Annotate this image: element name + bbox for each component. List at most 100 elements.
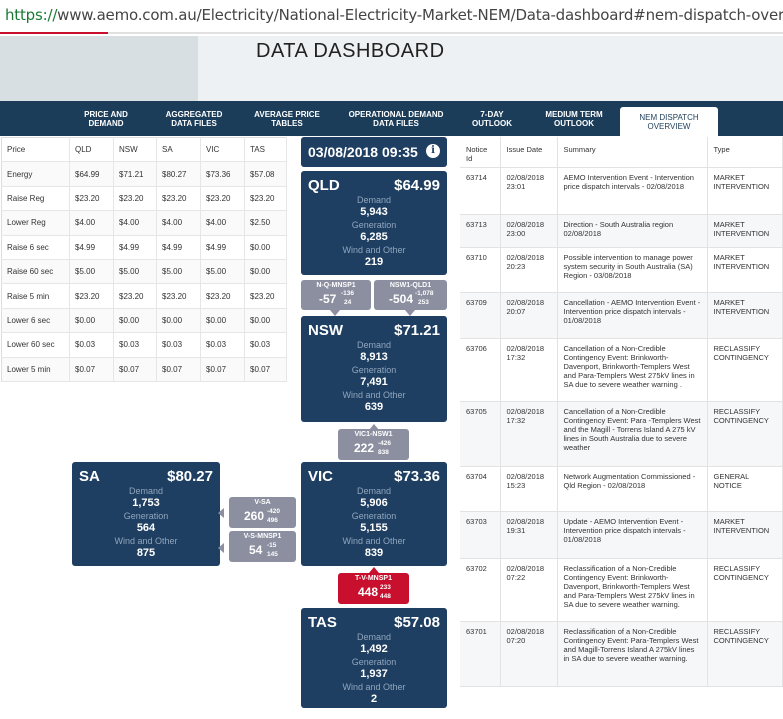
table-row: Lower 5 min $0.07 $0.07 $0.07 $0.07 $0.07	[1, 357, 287, 382]
interconnector-limit-upper: -1,078	[415, 290, 434, 297]
cell: $4.00	[156, 210, 201, 236]
interconnector-name: V-S-MNSP1	[243, 533, 282, 540]
region-name: NSW	[308, 322, 343, 339]
cell: $23.20	[113, 283, 157, 309]
region-stats: Demand 1,492 Generation 1,937 Wind and O…	[301, 632, 447, 707]
notice-id: 63702	[460, 558, 501, 622]
cell: $4.00	[69, 210, 114, 236]
notice-row[interactable]: 63706 02/08/2018 17:32 Cancellation of a N…	[460, 338, 783, 402]
interconnector-flow: -504	[389, 292, 414, 306]
notice-type: GENERAL NOTICE	[707, 466, 783, 512]
interconnector-nsw1-qld1[interactable]: NSW1-QLD1 -504 -1,078 253	[374, 280, 447, 310]
region-nsw[interactable]: NSW $71.21 Demand 8,913 Generation 7,491…	[301, 316, 447, 422]
dispatch-datetime: 03/08/2018 09:35 i	[301, 137, 447, 167]
tab-7-day-outlook[interactable]: 7-DAY OUTLOOK	[472, 109, 512, 128]
info-icon[interactable]: i	[426, 144, 440, 158]
demand-label: Demand	[356, 195, 392, 205]
notice-summary[interactable]: Direction - South Australia region 02/08…	[557, 214, 708, 248]
region-stats: Demand 1,753 Generation 564 Wind and Oth…	[72, 486, 220, 561]
wind-label: Wind and Other	[114, 536, 178, 546]
interconnector-limit-lower: 496	[267, 517, 278, 524]
region-tas[interactable]: TAS $57.08 Demand 1,492 Generation 1,937…	[301, 608, 447, 708]
tab-medium-term-outlook[interactable]: MEDIUM TERM OUTLOOK	[545, 109, 603, 128]
notice-summary[interactable]: Update - AEMO Intervention Event - Inter…	[557, 511, 708, 559]
cell: $0.03	[200, 332, 245, 358]
cell: $23.20	[156, 186, 201, 212]
generation-value: 6,285	[360, 231, 388, 243]
price-table: Price QLD NSW SA VIC TAS Energy $64.99 $71…	[1, 137, 287, 382]
flow-arrow-down-icon	[330, 310, 340, 316]
interconnector-t-v-mnsp1[interactable]: T-V-MNSP1 448 233 448	[338, 573, 409, 604]
notice-row[interactable]: 63702 02/08/2018 07:22 Reclassification of…	[460, 558, 783, 622]
tab-operational-demand-data-files[interactable]: OPERATIONAL DEMAND DATA FILES	[348, 109, 444, 128]
notice-summary[interactable]: Network Augmentation Commissioned - Qld …	[557, 466, 708, 512]
region-name: SA	[79, 468, 100, 485]
notices-header: Notice Id Issue Date Summary Type	[460, 137, 783, 168]
cell: $64.99	[69, 161, 114, 187]
region-sa[interactable]: SA $80.27 Demand 1,753 Generation 564 Wi…	[72, 462, 220, 566]
cell: $4.99	[69, 235, 114, 260]
notice-row[interactable]: 63714 02/08/2018 23:01 AEMO Intervention E…	[460, 167, 783, 215]
row-label: Raise 6 sec	[1, 235, 70, 260]
tab-nem-dispatch-overview[interactable]: NEM DISPATCH OVERVIEW	[620, 107, 718, 136]
notice-type: RECLASSIFY CONTINGENCY	[707, 338, 783, 402]
demand-label: Demand	[356, 632, 392, 642]
notice-summary[interactable]: Cancellation of a Non-Credible Contingen…	[557, 401, 708, 467]
cell: $4.00	[113, 210, 157, 236]
interconnector-limit-lower: 253	[418, 299, 429, 306]
header-summary: Summary	[557, 137, 708, 168]
address-bar[interactable]: https://www.aemo.com.au/Electricity/Nati…	[0, 0, 783, 34]
notice-date: 02/08/2018 17:32	[500, 401, 558, 467]
tab-average-price-tables[interactable]: AVERAGE PRICE TABLES	[254, 109, 320, 128]
notice-row[interactable]: 63704 02/08/2018 15:23 Network Augmentatio…	[460, 466, 783, 512]
notice-row[interactable]: 63705 02/08/2018 17:32 Cancellation of a N…	[460, 401, 783, 467]
notice-summary[interactable]: Cancellation - AEMO Intervention Event -…	[557, 292, 708, 339]
region-vic[interactable]: VIC $73.36 Demand 5,906 Generation 5,155…	[301, 462, 447, 566]
interconnector-flow: 54	[249, 543, 263, 557]
cell: $23.20	[244, 283, 287, 309]
region-stats: Demand 8,913 Generation 7,491 Wind and O…	[301, 340, 447, 415]
notice-row[interactable]: 63710 02/08/2018 20:23 Possible interventi…	[460, 247, 783, 293]
interconnector-limit-upper: -426	[378, 440, 392, 447]
notice-id: 63704	[460, 466, 501, 512]
notice-summary[interactable]: Reclassification of a Non-Credible Conti…	[557, 621, 708, 687]
region-price: $64.99	[394, 177, 440, 194]
notice-summary[interactable]: AEMO Intervention Event - Intervention p…	[557, 167, 708, 215]
wind-label: Wind and Other	[342, 682, 406, 692]
interconnector-limit-lower: 838	[378, 449, 389, 456]
region-name: QLD	[308, 177, 340, 194]
notice-summary[interactable]: Cancellation of a Non-Credible Contingen…	[557, 338, 708, 402]
cell: $57.08	[244, 161, 287, 187]
region-qld[interactable]: QLD $64.99 Demand 5,943 Generation 6,285…	[301, 171, 447, 275]
region-stats: Demand 5,906 Generation 5,155 Wind and O…	[301, 486, 447, 561]
interconnector-v-sa[interactable]: V-SA 260 -420 496	[229, 497, 296, 528]
interconnector-n-q-mnsp1[interactable]: N-Q-MNSP1 -57 -136 24	[301, 280, 371, 310]
interconnector-vic1-nsw1[interactable]: VIC1-NSW1 222 -426 838	[338, 429, 409, 460]
notice-date: 02/08/2018 19:31	[500, 511, 558, 559]
cell: $0.00	[156, 308, 201, 334]
interconnector-limit-lower: 448	[380, 593, 391, 600]
interconnector-limit-upper: -420	[267, 508, 281, 515]
notice-type: MARKET INTERVENTION	[707, 247, 783, 293]
cell: $0.07	[200, 357, 245, 382]
cell: $73.36	[200, 161, 245, 187]
notice-row[interactable]: 63709 02/08/2018 20:07 Cancellation - AEMO…	[460, 292, 783, 339]
url-text[interactable]: https://www.aemo.com.au/Electricity/Nati…	[5, 6, 783, 24]
generation-value: 7,491	[360, 376, 388, 388]
notice-summary[interactable]: Reclassification of a Non-Credible Conti…	[557, 558, 708, 622]
dispatch-datetime-text: 03/08/2018 09:35	[308, 144, 418, 160]
notice-row[interactable]: 63713 02/08/2018 23:00 Direction - South A…	[460, 214, 783, 248]
tab-aggregated-data-files[interactable]: AGGREGATED DATA FILES	[165, 109, 223, 128]
interconnector-v-s-mnsp1[interactable]: V-S-MNSP1 54 -15 145	[229, 531, 296, 562]
table-row: Lower 6 sec $0.00 $0.00 $0.00 $0.00 $0.00	[1, 308, 287, 334]
notice-summary[interactable]: Possible intervention to manage power sy…	[557, 247, 708, 293]
flow-arrow-up-icon	[369, 424, 379, 430]
tab-price-and-demand[interactable]: PRICE AND DEMAND	[84, 109, 128, 128]
notice-row[interactable]: 63703 02/08/2018 19:31 Update - AEMO Inter…	[460, 511, 783, 559]
banner-background	[198, 36, 783, 101]
notice-row[interactable]: 63701 02/08/2018 07:20 Reclassification of…	[460, 621, 783, 687]
demand-value: 5,943	[360, 206, 388, 218]
url-scheme: https://	[5, 6, 58, 24]
cell: $0.07	[244, 357, 287, 382]
notice-id: 63709	[460, 292, 501, 339]
